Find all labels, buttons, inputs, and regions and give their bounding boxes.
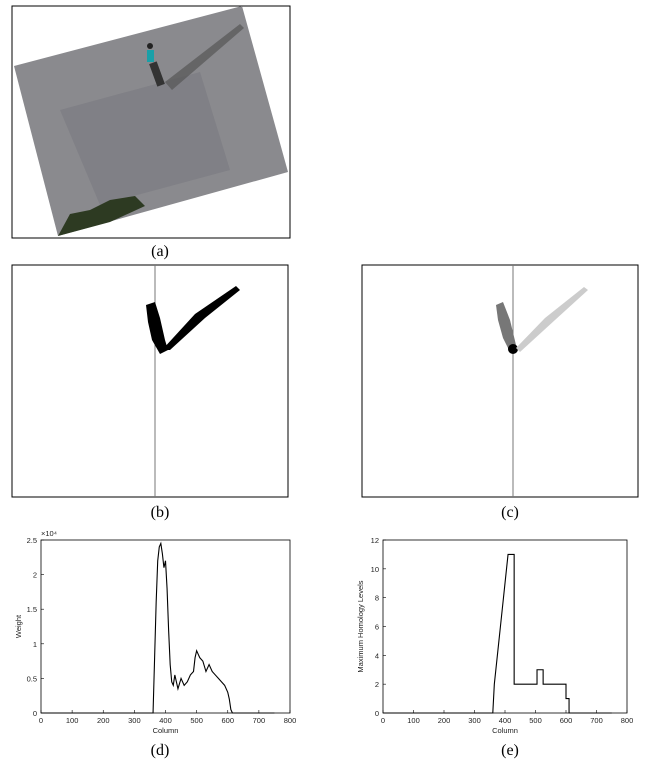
y-tick-label: 2.5 xyxy=(27,536,37,545)
photo-panel xyxy=(12,6,290,238)
homology-panel xyxy=(362,265,638,497)
y-tick-label: 0.5 xyxy=(27,674,37,683)
caption: (d) xyxy=(151,742,170,759)
y-tick-label: 10 xyxy=(371,565,379,574)
line xyxy=(383,554,612,713)
page: (a) (b) (c) 010020030040050060070080000.… xyxy=(0,0,654,764)
y-tick-label: 8 xyxy=(375,594,379,603)
y-axis-label: Weight xyxy=(14,614,23,638)
x-tick-label: 800 xyxy=(284,716,297,725)
x-tick-label: 500 xyxy=(190,716,203,725)
panel-frame xyxy=(12,265,288,497)
x-axis-label: Column xyxy=(492,726,518,735)
y-tick-label: 4 xyxy=(375,651,379,660)
x-tick-label: 100 xyxy=(407,716,420,725)
x-tick-label: 0 xyxy=(381,716,385,725)
x-tick-label: 300 xyxy=(468,716,481,725)
x-tick-label: 100 xyxy=(66,716,79,725)
y-tick-label: 1.5 xyxy=(27,605,37,614)
y-tick-label: 0 xyxy=(375,709,379,718)
x-tick-label: 200 xyxy=(97,716,110,725)
y-tick-label: 0 xyxy=(33,709,37,718)
y-tick-label: 2 xyxy=(33,571,37,580)
caption: (e) xyxy=(501,742,519,759)
x-tick-label: 800 xyxy=(621,716,634,725)
caption: (b) xyxy=(151,504,170,521)
silhouette-panel xyxy=(12,265,288,497)
y-tick-label: 12 xyxy=(371,536,379,545)
y-tick-label: 6 xyxy=(375,623,379,632)
photo-body xyxy=(147,50,154,62)
y-tick-label: 2 xyxy=(375,680,379,689)
x-tick-label: 600 xyxy=(221,716,234,725)
x-tick-label: 700 xyxy=(590,716,603,725)
caption: (a) xyxy=(151,243,169,260)
y-multiplier: ×10⁴ xyxy=(41,529,57,538)
line xyxy=(41,543,274,713)
x-tick-label: 0 xyxy=(39,716,43,725)
x-tick-label: 200 xyxy=(438,716,451,725)
x-axis-label: Column xyxy=(153,726,179,735)
axes-box xyxy=(383,540,627,713)
x-tick-label: 400 xyxy=(159,716,172,725)
x-tick-label: 700 xyxy=(253,716,266,725)
x-tick-label: 600 xyxy=(560,716,573,725)
x-tick-label: 500 xyxy=(529,716,542,725)
y-tick-label: 1 xyxy=(33,640,37,649)
caption: (c) xyxy=(501,504,519,521)
y-axis-label: Maximum Homology Levels xyxy=(356,580,365,672)
photo-head xyxy=(147,43,153,49)
x-tick-label: 300 xyxy=(128,716,141,725)
panel-frame xyxy=(362,265,638,497)
x-tick-label: 400 xyxy=(499,716,512,725)
figure: (a) (b) (c) 010020030040050060070080000.… xyxy=(0,0,654,764)
silhouette-foot xyxy=(508,344,518,354)
